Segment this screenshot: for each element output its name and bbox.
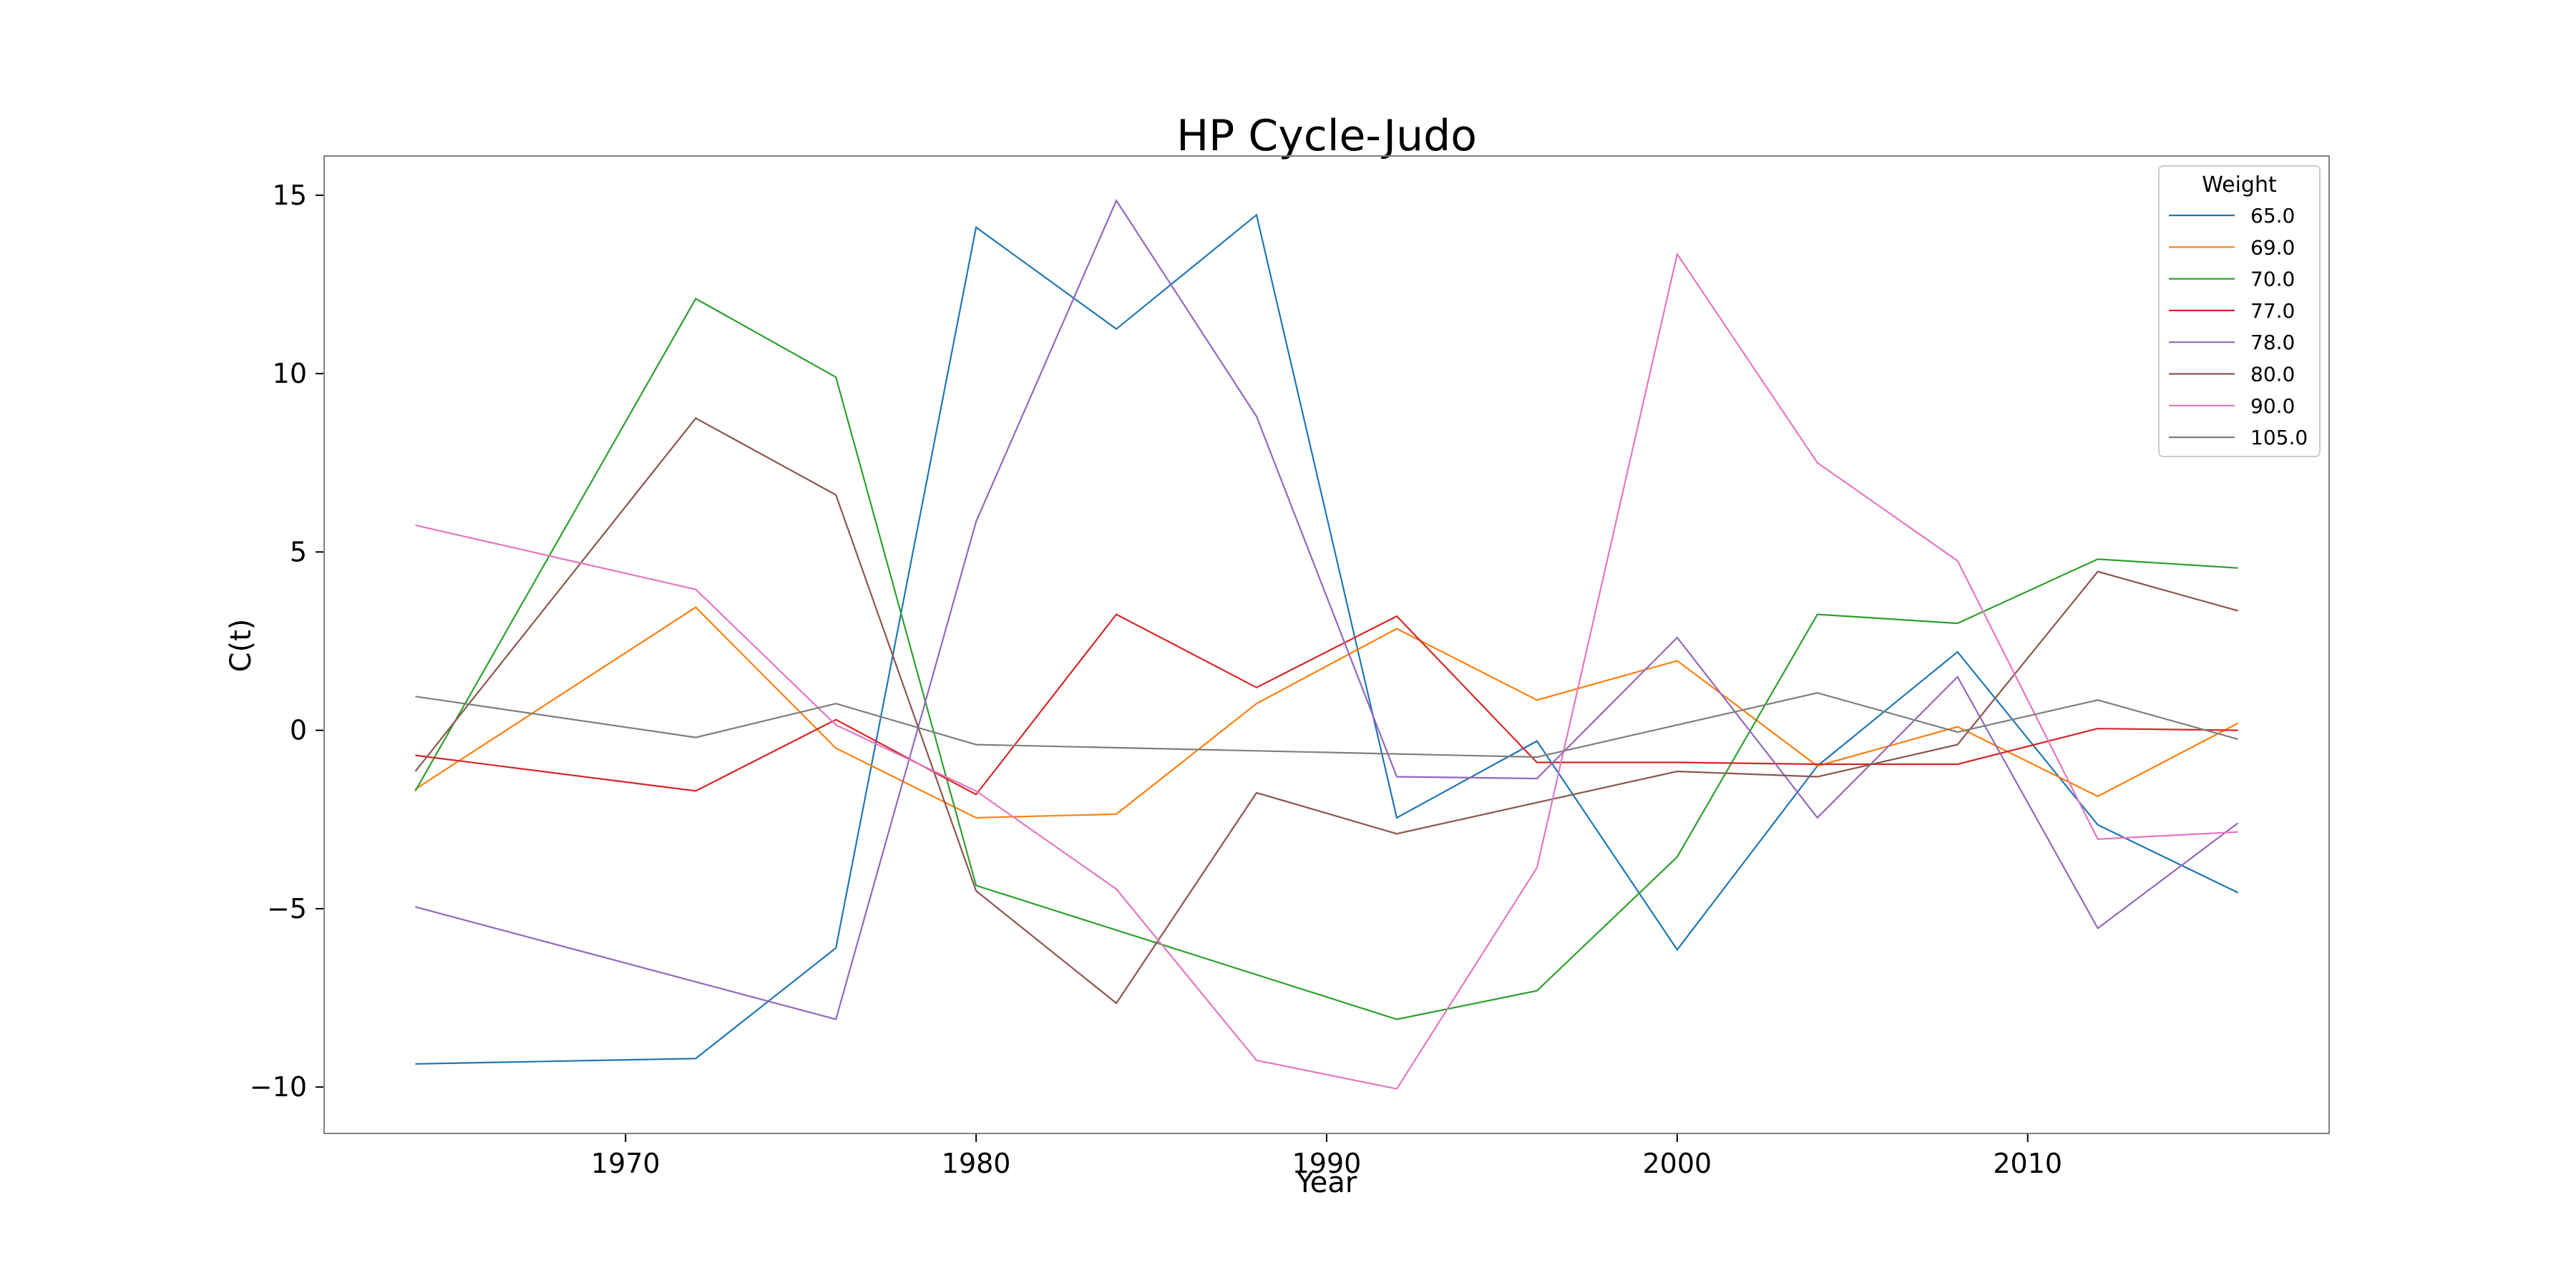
x-tick-label-3: 2000 (1643, 1148, 1712, 1179)
y-axis-label: C(t) (225, 619, 258, 673)
legend-label-3: 77.0 (2250, 299, 2295, 323)
x-tick-label-1: 1980 (942, 1148, 1011, 1179)
ticks-layer: 1970 1980 1990 2000 2010 −10 −5 0 5 10 15 (250, 180, 2062, 1179)
legend-label-6: 90.0 (2250, 394, 2295, 418)
chart-title: HP Cycle-Judo (1176, 111, 1477, 161)
legend: Weight 65.0 69.0 70.0 77.0 78.0 80.0 90.0 105.0 (2158, 165, 2321, 457)
legend-label-5: 80.0 (2250, 363, 2295, 386)
legend-frame (2158, 165, 2321, 457)
legend-label-0: 65.0 (2250, 204, 2295, 228)
series-line-0 (415, 213, 2239, 1065)
series-line-3 (415, 613, 2238, 796)
x-tick-label-4: 2010 (1993, 1148, 2062, 1179)
legend-label-7: 105.0 (2250, 426, 2308, 449)
y-tick-label-1: −5 (267, 893, 307, 924)
legend-label-4: 78.0 (2250, 331, 2295, 354)
series-layer (414, 198, 2239, 1090)
series-line-4 (415, 198, 2239, 1020)
y-tick-label-4: 10 (273, 358, 307, 389)
legend-title: Weight (2202, 172, 2277, 197)
series-line-5 (414, 416, 2238, 1005)
y-tick-label-3: 5 (290, 536, 307, 567)
plot-frame (323, 155, 2330, 1134)
series-line-1 (414, 606, 2239, 819)
y-tick-label-2: 0 (290, 715, 307, 746)
legend-label-2: 70.0 (2250, 268, 2295, 291)
x-tick-label-0: 1970 (591, 1148, 660, 1179)
x-axis-label: Year (1296, 1166, 1357, 1199)
series-line-2 (414, 297, 2238, 1020)
series-line-6 (415, 252, 2238, 1090)
legend-label-1: 69.0 (2250, 235, 2295, 259)
y-tick-label-5: 15 (273, 180, 307, 211)
series-line-7 (415, 692, 2238, 758)
x-tick-label-2: 1990 (1292, 1148, 1362, 1179)
y-tick-label-0: −10 (250, 1071, 307, 1103)
